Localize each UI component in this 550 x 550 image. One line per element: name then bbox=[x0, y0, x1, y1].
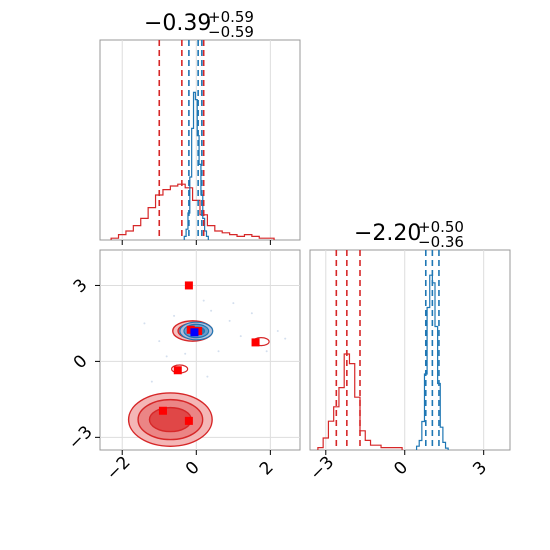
joint-x-tick-label: 2 bbox=[256, 458, 278, 480]
joint-red-marker bbox=[184, 281, 193, 290]
joint-y-ticks: −3 0 3 bbox=[65, 275, 97, 454]
hist-y-x-tick-label: 3 bbox=[469, 458, 491, 480]
hist-y-panel: −3 0 3 −2.20 +0.50 −0.36 bbox=[306, 218, 511, 485]
hist-y-x-tick-label: 0 bbox=[390, 458, 412, 480]
joint-x-tick-label: −2 bbox=[103, 453, 135, 485]
hist-y-frame bbox=[309, 249, 511, 451]
joint-red-marker bbox=[251, 338, 260, 347]
joint-scatter-point bbox=[143, 322, 146, 325]
joint-scatter-point bbox=[173, 314, 176, 317]
joint-frame bbox=[99, 249, 301, 451]
hist-x-title-minus: −0.59 bbox=[208, 23, 254, 41]
joint-y-tick-label: 3 bbox=[70, 275, 92, 297]
joint-y-tick-label: 0 bbox=[70, 351, 92, 373]
joint-scatter-point bbox=[276, 330, 279, 333]
joint-red-marker bbox=[173, 366, 182, 375]
joint-scatter-point bbox=[202, 299, 205, 302]
joint-red-marker bbox=[158, 406, 167, 415]
hist-y-marks bbox=[317, 250, 449, 450]
joint-scatter-point bbox=[239, 335, 242, 338]
hist-y-grid bbox=[325, 250, 485, 455]
hist-x-marks bbox=[110, 40, 275, 240]
hist-x-title: −0.39 +0.59 −0.59 bbox=[144, 8, 254, 41]
hist-x-red-series bbox=[110, 183, 275, 240]
hist-y-red-series bbox=[317, 353, 403, 450]
hist-x-blue-series bbox=[183, 91, 209, 240]
joint-scatter-point bbox=[184, 352, 187, 355]
hist-y-title-minus: −0.36 bbox=[418, 233, 464, 251]
hist-y-title-value: −2.20 bbox=[354, 221, 421, 246]
joint-scatter-point bbox=[217, 350, 220, 353]
hist-x-panel: −0.39 +0.59 −0.59 bbox=[99, 8, 301, 245]
joint-red-marker bbox=[184, 416, 193, 425]
joint-marks bbox=[127, 281, 287, 447]
joint-scatter-point bbox=[265, 350, 268, 353]
joint-blue-marker bbox=[190, 328, 199, 337]
joint-scatter-point bbox=[250, 312, 253, 315]
hist-x-frame bbox=[99, 39, 301, 241]
hist-x-grid bbox=[121, 40, 271, 245]
joint-scatter-point bbox=[150, 380, 153, 383]
joint-scatter-point bbox=[284, 337, 287, 340]
hist-y-x-tick-label: −3 bbox=[306, 453, 338, 485]
joint-scatter-point bbox=[165, 355, 168, 358]
joint-y-tick-label: −3 bbox=[65, 422, 97, 454]
hist-y-title-plus: +0.50 bbox=[418, 218, 464, 236]
joint-x-tick-label: 0 bbox=[182, 458, 204, 480]
joint-scatter-point bbox=[210, 309, 213, 312]
hist-y-title: −2.20 +0.50 −0.36 bbox=[354, 218, 464, 251]
hist-y-blue-series bbox=[415, 274, 449, 450]
joint-scatter-point bbox=[228, 319, 231, 322]
hist-x-title-plus: +0.59 bbox=[208, 8, 254, 26]
joint-scatter-point bbox=[206, 375, 209, 378]
joint-scatter-point bbox=[232, 302, 235, 305]
hist-x-title-value: −0.39 bbox=[144, 11, 211, 36]
hist-y-x-ticks: −3 0 3 bbox=[306, 453, 491, 485]
joint-x-ticks: −2 0 2 bbox=[103, 453, 278, 485]
joint-panel: −2 0 2 −3 0 3 bbox=[65, 249, 301, 485]
joint-scatter-point bbox=[158, 340, 161, 343]
